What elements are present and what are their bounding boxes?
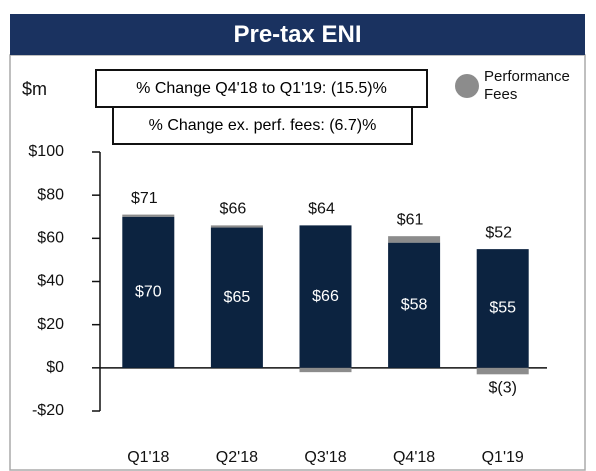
x-tick-label: Q4'18 xyxy=(393,449,435,466)
total-label: $64 xyxy=(308,201,335,218)
x-tick-label: Q1'19 xyxy=(482,449,524,466)
bar-segment xyxy=(476,367,529,375)
y-tick-label: $80 xyxy=(37,186,64,203)
total-label: $52 xyxy=(485,224,512,241)
total-label: $66 xyxy=(220,201,247,218)
annotation: % Change Q4'18 to Q1'19: (15.5)% xyxy=(95,69,428,108)
bar-value-label: $70 xyxy=(135,284,162,301)
bar-segment xyxy=(299,367,352,373)
bar-segment xyxy=(122,214,175,217)
total-label: $71 xyxy=(131,190,158,207)
bar-value-label: $65 xyxy=(224,289,251,306)
bar-value-label: $58 xyxy=(401,296,428,313)
bar-segment xyxy=(122,216,175,368)
bar-segment xyxy=(210,225,263,228)
y-tick-label: $0 xyxy=(46,359,64,376)
legend-swatch xyxy=(455,74,479,98)
y-tick-label: $60 xyxy=(37,230,64,247)
x-tick-label: Q3'18 xyxy=(304,449,346,466)
annotation: % Change ex. perf. fees: (6.7)% xyxy=(112,106,413,145)
bar-value-label: $55 xyxy=(489,300,516,317)
fee-value-label: $(3) xyxy=(488,380,516,397)
bar-value-label: $66 xyxy=(312,288,339,305)
frame xyxy=(9,54,586,471)
bar-segment xyxy=(388,236,441,243)
legend-label: Performance Fees xyxy=(484,68,570,103)
y-tick-label: $100 xyxy=(28,143,64,160)
y-tick-label: -$20 xyxy=(32,402,64,419)
total-label: $61 xyxy=(397,211,424,228)
bar-segment xyxy=(210,227,263,368)
y-tick-label: $20 xyxy=(37,316,64,333)
x-tick-label: Q1'18 xyxy=(127,449,169,466)
bar-segment xyxy=(476,249,529,368)
bar-segment xyxy=(388,242,441,368)
chart-title: Pre-tax ENI xyxy=(10,14,585,55)
y-tick-label: $40 xyxy=(37,273,64,290)
x-tick-label: Q2'18 xyxy=(216,449,258,466)
y-axis-label: $m xyxy=(22,79,47,99)
bar-segment xyxy=(299,225,352,368)
